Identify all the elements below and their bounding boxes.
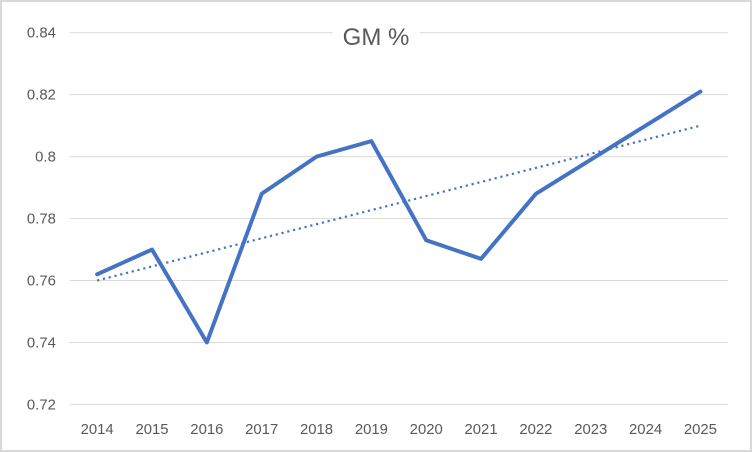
x-tick-label: 2014: [81, 422, 114, 438]
y-tick-label: 0.78: [27, 212, 56, 228]
x-tick-label: 2025: [684, 422, 717, 438]
y-tick-label: 0.82: [27, 88, 56, 104]
y-tick-label: 0.76: [27, 273, 56, 289]
chart-title: GM %: [332, 24, 420, 52]
y-tick-label: 0.74: [27, 335, 56, 351]
x-tick-label: 2016: [190, 422, 223, 438]
x-tick-label: 2024: [629, 422, 662, 438]
x-tick-label: 2023: [574, 422, 607, 438]
x-tick-label: 2020: [410, 422, 443, 438]
gridlines: [69, 32, 728, 405]
y-axis-labels: 0.84 0.82 0.8 0.78 0.76 0.74 0.72: [27, 26, 56, 414]
x-axis-labels: 2014 2015 2016 2017 2018 2019 2020 2021 2022 2023…: [81, 422, 717, 438]
x-tick-label: 2019: [355, 422, 388, 438]
x-tick-label: 2018: [300, 422, 333, 438]
y-tick-label: 0.72: [27, 397, 56, 413]
trendline: [96, 124, 701, 282]
y-tick-label: 0.84: [27, 26, 56, 42]
x-tick-label: 2022: [519, 422, 552, 438]
gm-series-line: [95, 89, 703, 345]
x-tick-label: 2017: [245, 422, 278, 438]
x-tick-label: 2015: [135, 422, 168, 438]
x-tick-label: 2021: [465, 422, 498, 438]
y-tick-label: 0.8: [35, 150, 56, 166]
